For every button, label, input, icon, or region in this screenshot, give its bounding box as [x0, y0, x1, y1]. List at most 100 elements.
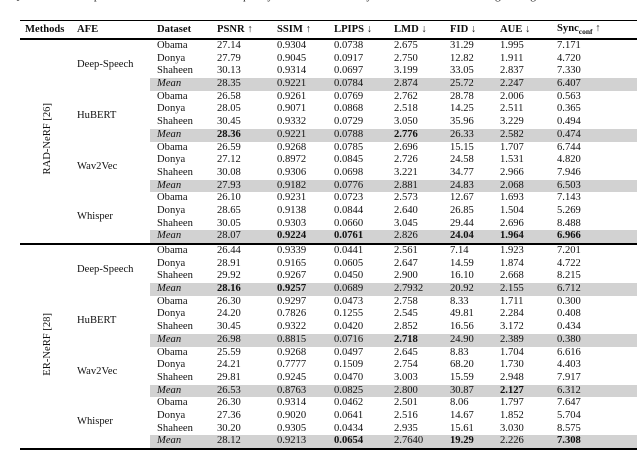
dataset-label: Obama [157, 346, 188, 358]
metric-value: 0.7826 [277, 308, 307, 320]
metric-value: 35.96 [450, 116, 474, 128]
metric-value: 2.750 [394, 52, 418, 64]
metric-value: 7.201 [557, 243, 637, 258]
metric-value: 14.59 [450, 257, 474, 269]
metric-value: 0.9268 [277, 346, 307, 358]
metric-value: 2.900 [394, 270, 418, 282]
table-row: Donya 28.05 0.9071 0.0868 2.518 14.25 2.511 0.3… [20, 103, 637, 116]
dataset-label: Donya [157, 103, 186, 115]
metric-value: 0.0761 [334, 230, 394, 244]
down-arrow-icon: ↓ [525, 24, 531, 35]
table-row: HuBERT Obama 26.30 0.9297 0.0473 2.758 8.33 1.7… [20, 295, 637, 326]
metric-value: 0.0738 [334, 40, 364, 51]
header-fid: FID ↓ [450, 20, 500, 40]
metric-value: 2.545 [394, 308, 418, 320]
dataset-label: Mean [150, 179, 217, 193]
metric-value: 0.9268 [277, 141, 307, 153]
metric-value: 0.9297 [277, 295, 307, 307]
metric-value: 15.61 [450, 422, 474, 434]
metric-value: 0.9332 [277, 116, 307, 128]
metric-value: 30.08 [217, 166, 241, 178]
metric-value: 15.59 [450, 371, 474, 383]
metric-value: 7.171 [557, 40, 581, 51]
metric-value: 12.82 [450, 52, 474, 64]
mean-row: Mean 26.98 0.8815 0.0716 2.718 24.90 2.389 0.38… [20, 333, 637, 347]
metric-value: 2.762 [394, 90, 418, 102]
header-afe: AFE [77, 20, 150, 40]
metric-value: 1.797 [500, 397, 524, 409]
dataset-label: Shaheen [157, 116, 193, 128]
metric-value: 0.408 [557, 308, 581, 320]
up-arrow-icon: ↑ [305, 24, 311, 35]
metric-value: 0.9257 [277, 283, 334, 296]
table-row: Wav2Vec Obama 25.59 0.9268 0.0497 2.645 8.83 1.… [20, 346, 637, 377]
metric-value: 0.9339 [277, 243, 334, 258]
header-lpips: LPIPS ↓ [334, 20, 394, 40]
metric-value: 2.582 [500, 128, 557, 142]
metric-value: 0.0497 [334, 346, 364, 358]
metric-value: 0.380 [557, 333, 637, 347]
metric-value: 0.0420 [334, 321, 364, 333]
table-row: Whisper Obama 26.30 0.9314 0.0462 2.501 8.06 1.… [20, 397, 637, 427]
afe-label: Whisper [77, 211, 113, 223]
metric-value: 30.20 [217, 422, 241, 434]
metric-value: 30.05 [217, 217, 241, 229]
metric-value: 2.874 [394, 78, 450, 91]
metric-value: 15.15 [450, 141, 474, 153]
metric-value: 24.90 [450, 333, 500, 347]
metric-value: 0.9221 [277, 78, 334, 91]
metric-value: 31.29 [450, 40, 474, 51]
metric-value: 24.58 [450, 154, 474, 166]
header-psnr: PSNR ↑ [217, 20, 277, 40]
table-row: Shaheen 30.45 0.9332 0.0729 3.050 35.96 3.229 0… [20, 116, 637, 129]
metric-value: 8.33 [450, 295, 469, 307]
metric-value: 3.229 [500, 116, 524, 128]
metric-value: 26.10 [217, 192, 241, 204]
metric-value: 1.852 [500, 409, 524, 421]
metric-value: 3.221 [394, 166, 418, 178]
metric-value: 5.704 [557, 409, 581, 421]
metric-value: 26.30 [217, 397, 241, 409]
results-table: Methods AFE Dataset PSNR ↑ SSIM ↑ LPIPS … [20, 20, 637, 450]
metric-value: 0.563 [557, 90, 581, 102]
metric-value: 0.9224 [277, 230, 334, 244]
metric-value: 0.8815 [277, 333, 334, 347]
table-row: Shaheen 30.13 0.9314 0.0697 3.199 33.05 2.837 7… [20, 65, 637, 78]
metric-value: 16.10 [450, 270, 474, 282]
metric-value: 68.20 [450, 359, 474, 371]
metric-value: 3.199 [394, 65, 418, 77]
metric-value: 0.434 [557, 321, 581, 333]
table-row: Donya 28.91 0.9165 0.0605 2.647 14.59 1.874 4.7… [20, 258, 637, 271]
dataset-label: Mean [150, 333, 217, 347]
metric-value: 14.25 [450, 103, 474, 115]
metric-value: 0.0654 [334, 435, 394, 449]
table-row: RAD-NeRF [26] Deep-Speech Obama 27.14 0.9304… [20, 39, 637, 175]
metric-value: 0.9314 [277, 65, 307, 77]
mean-row: Mean 26.53 0.8763 0.0825 2.800 30.87 2.127 6.31… [20, 384, 637, 398]
metric-value: 4.720 [557, 52, 581, 64]
metric-value: 3.045 [394, 217, 418, 229]
metric-value: 26.98 [217, 333, 277, 347]
metric-value: 20.92 [450, 283, 500, 296]
metric-value: 2.966 [500, 166, 524, 178]
metric-value: 2.776 [394, 128, 450, 142]
metric-value: 2.561 [394, 243, 450, 258]
table-body: RAD-NeRF [26] Deep-Speech Obama 27.14 0.9304… [20, 39, 637, 449]
metric-value: 0.0784 [334, 78, 394, 91]
metric-value: 0.0844 [334, 204, 364, 216]
metric-value: 2.518 [394, 103, 418, 115]
afe-label: Whisper [77, 416, 113, 428]
metric-value: 2.948 [500, 371, 524, 383]
table-row: Donya 27.12 0.8972 0.0845 2.726 24.58 1.531 4.8… [20, 154, 637, 167]
metric-value: 2.800 [394, 384, 450, 398]
method-label: RAD-NeRF [26] [20, 39, 77, 244]
metric-value: 0.0641 [334, 409, 364, 421]
metric-value: 26.44 [217, 243, 277, 258]
header-sync: Syncconf ↑ [557, 20, 637, 40]
metric-value: 5.269 [557, 204, 581, 216]
down-arrow-icon: ↓ [470, 24, 477, 35]
metric-value: 2.754 [394, 359, 418, 371]
metric-value: 0.0660 [334, 217, 364, 229]
metric-value: 2.501 [394, 397, 418, 409]
metric-value: 6.312 [557, 384, 637, 398]
